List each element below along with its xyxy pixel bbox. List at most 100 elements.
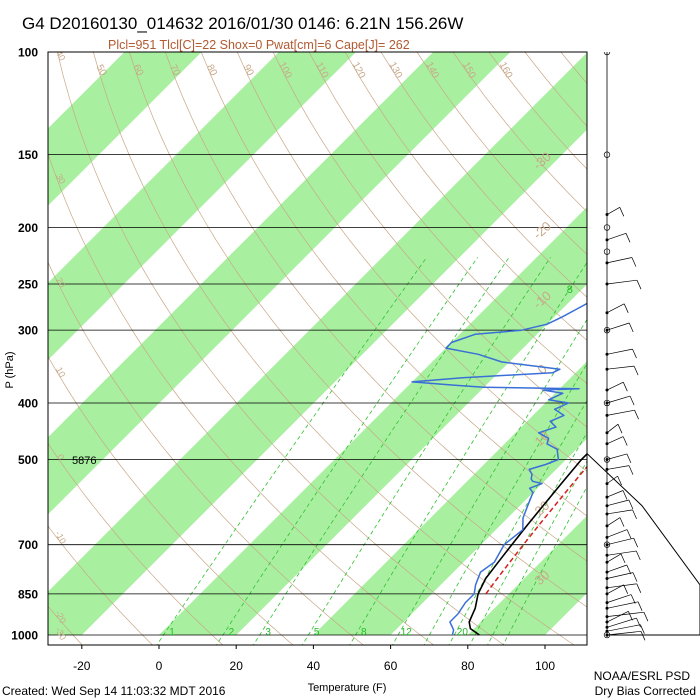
x-tick-label: 0 <box>156 659 163 673</box>
wind-dot <box>605 524 609 528</box>
pressure-axis: 100 150 200 250 300 400 500 700 850 1000 <box>11 46 38 643</box>
wind-barb-flag <box>622 382 628 392</box>
y-tick-label: 500 <box>18 453 38 467</box>
wind-barb <box>606 610 629 623</box>
wind-dot <box>605 615 609 619</box>
y-tick-label: 250 <box>18 277 38 291</box>
isotherm-band <box>467 515 587 635</box>
dry-adiabat <box>645 25 700 647</box>
wind-barb <box>606 365 635 370</box>
isotherm-band <box>48 52 511 515</box>
wind-dot <box>605 592 609 596</box>
wind-barb-flag <box>640 631 646 641</box>
footer-credit: NOAA/ESRL PSD <box>594 669 691 683</box>
height-label: 5876 <box>72 455 96 467</box>
dry-adiabat-label: 70 <box>167 63 182 78</box>
wind-barb <box>606 475 618 484</box>
wind-dot <box>605 413 609 417</box>
dry-adiabat-label: 40 <box>54 49 68 63</box>
mixing-ratio-line <box>349 261 587 645</box>
x-tick-label: 60 <box>384 659 398 673</box>
wind-barb-flag <box>619 207 625 217</box>
wind-dot <box>605 367 609 371</box>
mixing-ratio-label: 8 <box>361 627 367 638</box>
wind-barb <box>606 611 644 617</box>
wind-dot <box>605 482 609 486</box>
wind-barb <box>606 601 639 609</box>
wind-barb-panel <box>587 52 700 641</box>
dry-adiabat <box>610 25 700 647</box>
wind-barb-flag <box>631 257 637 267</box>
wind-barb-flag <box>636 280 642 290</box>
wind-dot <box>605 213 609 216</box>
wind-dot <box>605 495 609 499</box>
wind-dot <box>605 401 609 405</box>
wind-barb <box>606 617 637 628</box>
wind-barb <box>606 594 632 603</box>
wind-barb <box>606 564 627 573</box>
isotherm-band <box>622 52 700 635</box>
wind-barb-flag <box>636 617 641 628</box>
wind-barb-flag <box>623 303 629 313</box>
wind-dot <box>605 577 609 580</box>
wind-barb-flag <box>628 499 634 510</box>
x-tick-label: -20 <box>73 659 91 673</box>
wind-barb <box>606 322 630 331</box>
dry-adiabat-label: 160 <box>497 60 515 80</box>
dry-adiabat-label: 0 <box>55 453 66 462</box>
x-axis-label: Temperature (F) <box>308 682 387 694</box>
wind-barb <box>606 348 633 355</box>
dry-adiabat-label: 120 <box>350 60 368 80</box>
dry-adiabat-label: 30 <box>54 172 68 186</box>
wind-dot <box>605 442 609 446</box>
wind-barb-flag <box>626 564 632 575</box>
wind-dot <box>605 311 609 315</box>
pressure-gridlines <box>48 52 587 636</box>
wind-dot <box>605 352 609 356</box>
wind-barb-flag <box>619 517 625 527</box>
wind-barb <box>606 537 634 546</box>
wind-barb-flag <box>633 365 639 376</box>
mixing-ratio-line <box>215 257 479 645</box>
calm-circle <box>603 399 611 407</box>
wind-dot <box>605 601 609 605</box>
dry-adiabat-label: 60 <box>130 63 145 78</box>
calm-circle <box>603 456 611 463</box>
isotherm-label: 0 <box>534 361 549 377</box>
wind-barb-flag <box>643 612 649 622</box>
wind-dot <box>605 458 609 461</box>
mixing-ratio-line <box>469 431 587 645</box>
wind-dot <box>605 620 609 624</box>
x-tick-label: 40 <box>307 659 321 673</box>
wind-barb-flag <box>635 550 641 561</box>
y-tick-label: 850 <box>18 587 38 601</box>
y-tick-label: 100 <box>18 46 38 60</box>
wind-barb-flag <box>637 601 643 611</box>
wind-barb <box>606 550 637 556</box>
wind-dot <box>605 633 609 637</box>
calm-circle <box>603 327 611 334</box>
dry-adiabat-label: 20 <box>54 276 68 290</box>
temperature-axis: -20 0 20 40 60 80 100 <box>73 645 555 673</box>
wind-dot <box>605 553 609 557</box>
calm-circle <box>603 151 611 158</box>
mixing-ratio-line <box>423 362 587 645</box>
wind-barb-flag <box>632 509 637 520</box>
footer-bias-note: Dry Bias Corrected <box>595 684 696 698</box>
wind-barb <box>606 423 619 434</box>
wind-dot <box>605 625 609 629</box>
y-tick-label: 400 <box>18 397 38 411</box>
calm-circle <box>603 631 611 639</box>
y-tick-label: 700 <box>18 538 38 552</box>
dry-adiabat <box>0 25 14 647</box>
mixing-ratio-label: 12 <box>600 284 612 296</box>
x-tick-label: 100 <box>535 659 555 673</box>
wind-barb-flag <box>628 322 634 333</box>
wind-dot <box>605 431 609 435</box>
wind-barb <box>606 453 627 460</box>
mixing-ratio-label: 16 <box>627 284 639 296</box>
x-tick-label: 20 <box>230 659 244 673</box>
calm-circle <box>603 248 611 255</box>
mixing-ratio-line <box>502 486 587 645</box>
